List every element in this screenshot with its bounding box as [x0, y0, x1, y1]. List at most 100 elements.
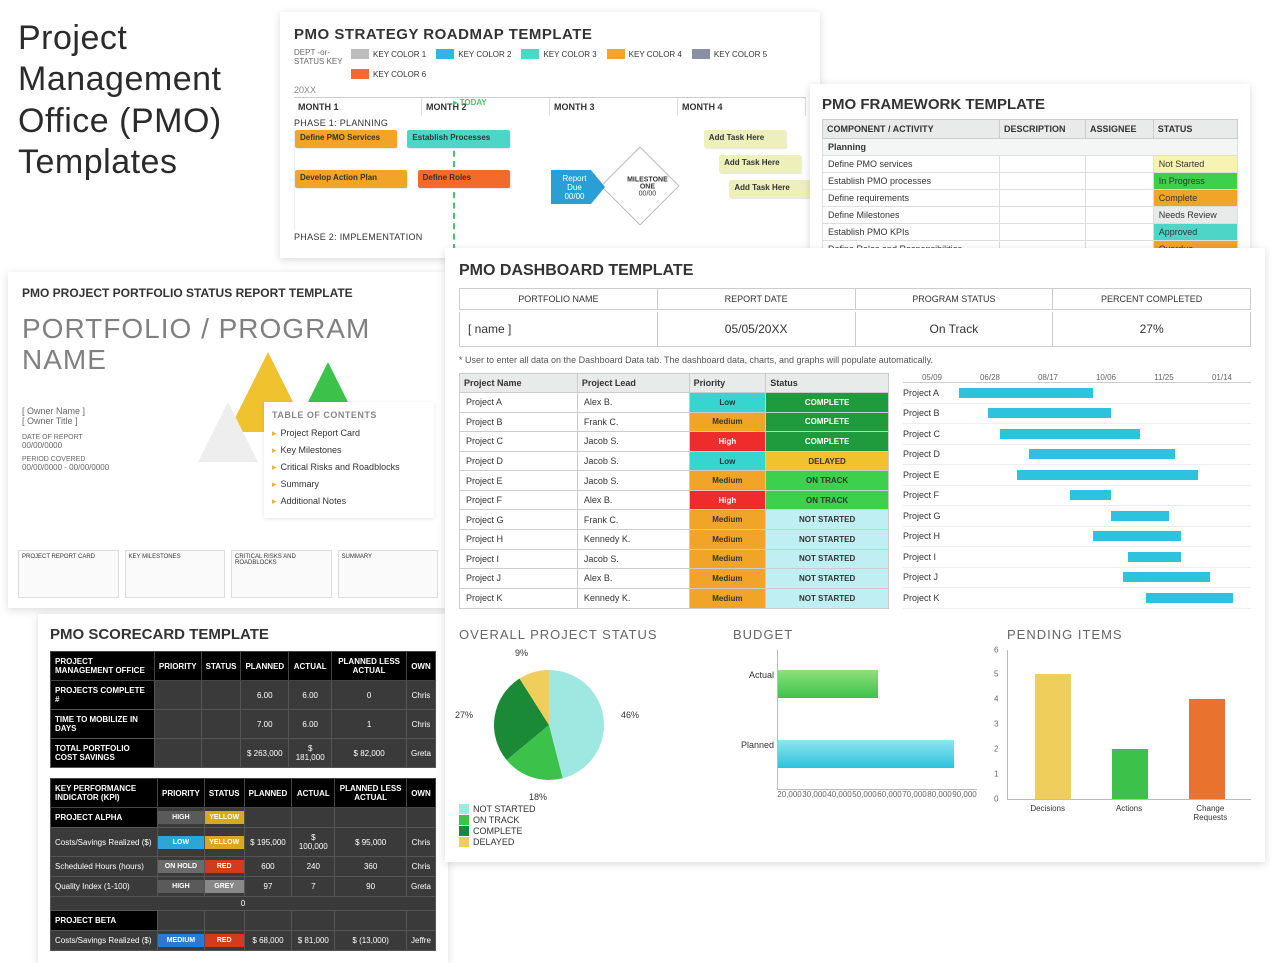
scorecard-row: TOTAL PORTFOLIO COST SAVINGS$ 263,000$ 1…	[51, 739, 436, 768]
dash-value-cell: On Track	[856, 312, 1054, 346]
budget-bar: Planned	[778, 740, 977, 768]
toc-title: TABLE OF CONTENTS	[272, 410, 426, 420]
project-row: Project HKennedy K.MediumNOT STARTED	[460, 530, 889, 550]
scorecard-row: Quality Index (1-100)HIGHGREY97790Greta	[51, 877, 436, 897]
framework-col: STATUS	[1153, 120, 1237, 139]
add-task-button[interactable]: Add Task Here	[719, 155, 801, 173]
dashboard-header-row: PORTFOLIO NAMEREPORT DATEPROGRAM STATUSP…	[459, 288, 1251, 310]
roadmap-months: MONTH 1MONTH 2MONTH 3MONTH 4	[294, 98, 806, 116]
framework-col: COMPONENT / ACTIVITY	[823, 120, 1000, 139]
framework-row: Establish PMO processesIn Progress	[823, 173, 1238, 190]
roadmap-year: 20XX	[294, 85, 316, 95]
roadmap-gantt: ▸ TODAYDefine PMO ServicesEstablish Proc…	[294, 130, 806, 230]
add-task-button[interactable]: Add Task Here	[704, 130, 786, 148]
dashboard-title: PMO DASHBOARD TEMPLATE	[459, 262, 1251, 280]
budget-bar: Actual	[778, 670, 977, 698]
scorecard-card: PMO SCORECARD TEMPLATE PROJECT MANAGEMEN…	[38, 614, 448, 963]
framework-row: Define PMO servicesNot Started	[823, 156, 1238, 173]
scorecard-title: PMO SCORECARD TEMPLATE	[50, 626, 436, 643]
dash-value-cell: [ name ]	[460, 312, 658, 346]
dash-header-cell: PROGRAM STATUS	[856, 289, 1054, 309]
pie-legend-item: COMPLETE	[459, 826, 703, 836]
dash-header-cell: PORTFOLIO NAME	[460, 289, 658, 309]
timeline-row: Project G	[903, 506, 1251, 527]
overall-status-chart: OVERALL PROJECT STATUS 46% 18% 27% 9% NO…	[459, 627, 703, 848]
portfolio-thumb[interactable]: KEY MILESTONES	[125, 550, 226, 598]
portfolio-thumb[interactable]: SUMMARY	[338, 550, 439, 598]
timeline-row: Project J	[903, 568, 1251, 589]
framework-row: Define MilestonesNeeds Review	[823, 207, 1238, 224]
framework-row: Define requirementsComplete	[823, 190, 1238, 207]
overall-status-title: OVERALL PROJECT STATUS	[459, 627, 703, 642]
project-row: Project FAlex B.HighON TRACK	[460, 490, 889, 510]
legend-key-label: DEPT -or- STATUS KEY	[294, 49, 343, 67]
phase2-label: PHASE 2: IMPLEMENTATION	[294, 230, 806, 244]
framework-col: DESCRIPTION	[1000, 120, 1086, 139]
project-row: Project CJacob S.HighCOMPLETE	[460, 432, 889, 452]
budget-chart: BUDGET ActualPlanned 20,00030,00040,0005…	[733, 627, 977, 848]
page-title: Project Management Office (PMO) Template…	[18, 18, 258, 184]
framework-row: Establish PMO KPIsApproved	[823, 224, 1238, 241]
pending-chart: PENDING ITEMS 0123456 DecisionsActionsCh…	[1007, 627, 1251, 848]
toc-item[interactable]: Additional Notes	[272, 493, 426, 510]
toc-item[interactable]: Summary	[272, 476, 426, 493]
toc-item[interactable]: Project Report Card	[272, 425, 426, 442]
dash-value-cell: 27%	[1053, 312, 1250, 346]
hero-title-block: Project Management Office (PMO) Template…	[18, 18, 258, 184]
pie-legend-item: DELAYED	[459, 837, 703, 847]
portfolio-card: PMO PROJECT PORTFOLIO STATUS REPORT TEMP…	[8, 272, 448, 608]
project-row: Project KKennedy K.MediumNOT STARTED	[460, 588, 889, 608]
dash-header-cell: REPORT DATE	[658, 289, 856, 309]
scorecard-table-2: KEY PERFORMANCE INDICATOR (KPI)PRIORITYS…	[50, 778, 436, 951]
timeline-row: Project K	[903, 588, 1251, 609]
timeline-row: Project A	[903, 383, 1251, 404]
pending-bar	[1112, 749, 1148, 799]
project-row: Project GFrank C.MediumNOT STARTED	[460, 510, 889, 530]
dashboard-note: * User to enter all data on the Dashboar…	[459, 355, 1251, 365]
timeline-row: Project F	[903, 486, 1251, 507]
report-due-marker: Report Due00/00	[551, 170, 605, 206]
pie-legend-item: ON TRACK	[459, 815, 703, 825]
dashboard-values-row: [ name ]05/05/20XXOn Track27%	[459, 312, 1251, 347]
scorecard-table-1: PROJECT MANAGEMENT OFFICEPRIORITYSTATUSP…	[50, 651, 436, 768]
portfolio-thumbs: PROJECT REPORT CARDKEY MILESTONESCRITICA…	[18, 550, 438, 598]
toc-item[interactable]: Key Milestones	[272, 442, 426, 459]
pie-legend-item: NOT STARTED	[459, 804, 703, 814]
milestone-marker: MILESTONE ONE00/00	[600, 146, 679, 225]
legend-item: KEY COLOR 2	[436, 49, 511, 59]
timeline-row: Project B	[903, 404, 1251, 425]
project-row: Project DJacob S.LowDELAYED	[460, 451, 889, 471]
legend-item: KEY COLOR 4	[607, 49, 682, 59]
roadmap-card: PMO STRATEGY ROADMAP TEMPLATE DEPT -or- …	[280, 12, 820, 258]
roadmap-task[interactable]: Develop Action Plan	[295, 170, 407, 188]
legend-item: KEY COLOR 6	[351, 69, 426, 79]
scorecard-row: PROJECTS COMPLETE #6.006.000Chris	[51, 681, 436, 710]
dash-value-cell: 05/05/20XX	[658, 312, 856, 346]
portfolio-thumb[interactable]: PROJECT REPORT CARD	[18, 550, 119, 598]
roadmap-title: PMO STRATEGY ROADMAP TEMPLATE	[294, 26, 806, 43]
legend-item: KEY COLOR 5	[692, 49, 767, 59]
pending-title: PENDING ITEMS	[1007, 627, 1251, 642]
projects-table: Project NameProject LeadPriorityStatus P…	[459, 373, 889, 609]
framework-col: ASSIGNEE	[1086, 120, 1154, 139]
toc-item[interactable]: Critical Risks and Roadblocks	[272, 459, 426, 476]
scorecard-row: Scheduled Hours (hours)ON HOLDRED6002403…	[51, 857, 436, 877]
timeline-row: Project C	[903, 424, 1251, 445]
roadmap-task[interactable]: Establish Processes	[407, 130, 509, 148]
roadmap-task[interactable]: Define Roles	[418, 170, 510, 188]
timeline-chart: 05/0906/2808/1710/0611/2501/14 Project A…	[903, 373, 1251, 609]
month-header: MONTH 3	[550, 98, 678, 116]
portfolio-thumb[interactable]: CRITICAL RISKS AND ROADBLOCKS	[231, 550, 332, 598]
dash-header-cell: PERCENT COMPLETED	[1053, 289, 1250, 309]
timeline-row: Project I	[903, 547, 1251, 568]
dashboard-card: PMO DASHBOARD TEMPLATE PORTFOLIO NAMEREP…	[445, 248, 1265, 862]
legend-item: KEY COLOR 1	[351, 49, 426, 59]
month-header: MONTH 4	[678, 98, 806, 116]
roadmap-legend: DEPT -or- STATUS KEY KEY COLOR 1 KEY COLO…	[294, 49, 806, 79]
phase1-label: PHASE 1: PLANNING	[294, 116, 806, 130]
roadmap-task[interactable]: Define PMO Services	[295, 130, 397, 148]
scorecard-row: TIME TO MOBILIZE IN DAYS7.006.001Chris	[51, 710, 436, 739]
month-header: MONTH 1	[294, 98, 422, 116]
add-task-button[interactable]: Add Task Here	[729, 180, 811, 198]
timeline-row: Project H	[903, 527, 1251, 548]
